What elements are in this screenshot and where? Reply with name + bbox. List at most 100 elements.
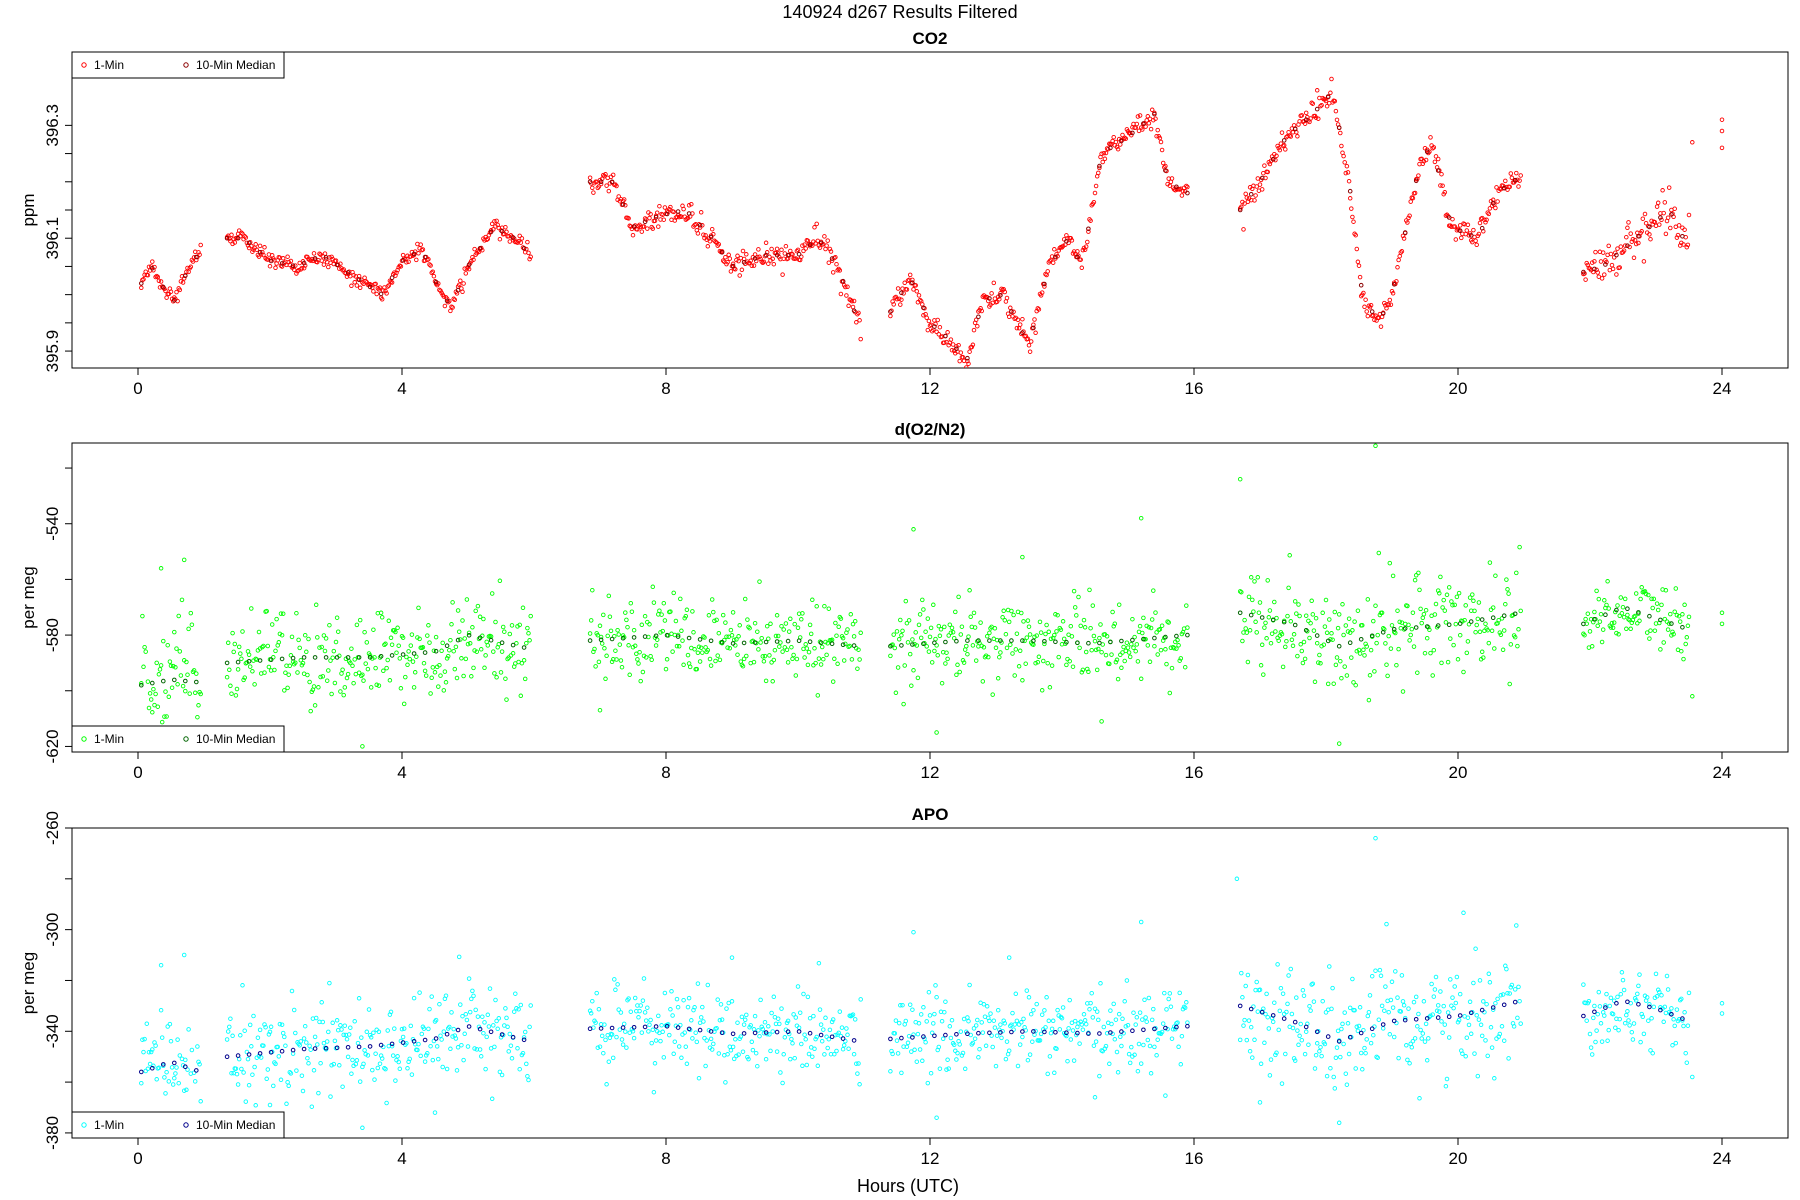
point-1-min <box>469 674 474 679</box>
point-1-min <box>1098 981 1103 986</box>
point-10-min-median <box>1603 262 1608 267</box>
point-1-min <box>329 254 334 260</box>
point-1-min <box>594 179 599 185</box>
point-1-min <box>448 1046 453 1052</box>
point-1-min <box>406 259 411 264</box>
point-1-min <box>417 990 422 995</box>
point-1-min <box>827 1027 833 1033</box>
point-1-min <box>288 1071 294 1076</box>
point-1-min <box>1001 1018 1006 1023</box>
panel-title: APO <box>912 805 949 824</box>
point-10-min-median <box>1457 1013 1463 1018</box>
point-1-min <box>514 641 519 646</box>
point-1-min <box>1606 606 1611 611</box>
point-1-min <box>720 258 726 263</box>
point-10-min-median <box>1020 638 1025 643</box>
point-10-min-median <box>1424 149 1430 154</box>
point-1-min <box>1630 1037 1636 1042</box>
point-1-min <box>1314 640 1320 646</box>
point-1-min <box>1127 130 1133 136</box>
point-10-min-median <box>1468 619 1474 624</box>
point-1-min <box>934 643 939 648</box>
point-1-min <box>1596 596 1602 602</box>
point-1-min <box>1112 1037 1118 1042</box>
point-1-min <box>1098 622 1103 627</box>
point-1-min <box>1365 313 1371 319</box>
point-10-min-median <box>1592 1009 1597 1015</box>
point-1-min <box>526 1077 531 1083</box>
point-1-min <box>948 630 954 635</box>
point-10-min-median <box>345 270 351 275</box>
point-1-min <box>1362 653 1367 658</box>
point-10-min-median <box>1402 626 1408 631</box>
point-1-min <box>609 659 615 665</box>
point-1-min <box>1292 1058 1298 1063</box>
point-1-min <box>465 1044 471 1049</box>
point-1-min <box>648 211 653 217</box>
point-1-min <box>1248 575 1254 580</box>
point-1-min <box>668 204 673 210</box>
point-1-min <box>324 1039 330 1044</box>
point-1-min <box>1454 974 1460 980</box>
point-1-min <box>802 1032 807 1037</box>
point-1-min <box>433 281 439 287</box>
point-1-min <box>852 618 858 624</box>
point-1-min <box>837 1009 843 1014</box>
point-1-min <box>858 336 863 342</box>
point-1-min <box>1068 235 1074 241</box>
point-1-min <box>615 982 620 987</box>
point-1-min <box>1159 623 1165 628</box>
point-1-min <box>370 1067 375 1073</box>
point-1-min <box>428 1043 433 1049</box>
point-1-min <box>366 1007 372 1012</box>
point-1-min <box>1498 992 1504 998</box>
point-1-min <box>181 557 187 563</box>
point-1-min <box>1609 262 1615 268</box>
point-10-min-median <box>268 258 274 264</box>
point-1-min <box>648 1017 653 1023</box>
point-1-min <box>1053 612 1058 617</box>
point-1-min <box>966 1018 971 1024</box>
point-10-min-median <box>378 1042 384 1048</box>
point-1-min <box>1113 659 1119 665</box>
point-1-min <box>898 617 903 623</box>
point-1-min <box>720 612 726 618</box>
point-1-min <box>1171 1024 1177 1029</box>
point-1-min <box>1468 1031 1474 1037</box>
point-1-min <box>145 679 151 684</box>
point-1-min <box>789 644 794 650</box>
point-1-min <box>1441 1003 1446 1009</box>
point-1-min <box>1254 184 1259 189</box>
point-1-min <box>1006 1048 1012 1053</box>
point-1-min <box>504 229 509 235</box>
point-1-min <box>636 1015 641 1020</box>
point-1-min <box>289 988 295 994</box>
point-1-min <box>379 297 385 302</box>
point-1-min <box>233 1066 239 1071</box>
point-1-min <box>780 1080 785 1086</box>
point-1-min <box>480 1014 485 1019</box>
point-10-min-median <box>1303 117 1309 122</box>
point-1-min <box>145 1066 151 1072</box>
point-1-min <box>1289 1011 1295 1017</box>
point-1-min <box>768 621 773 627</box>
point-1-min <box>596 184 602 189</box>
point-1-min <box>337 1063 342 1068</box>
point-1-min <box>1504 577 1509 582</box>
point-1-min <box>1317 652 1322 658</box>
point-1-min <box>1114 1049 1120 1055</box>
point-10-min-median <box>642 219 648 225</box>
point-1-min <box>719 1017 725 1022</box>
point-1-min <box>1662 616 1668 622</box>
point-1-min <box>757 1033 762 1039</box>
point-1-min <box>1001 287 1006 292</box>
point-1-min <box>1428 135 1433 140</box>
point-10-min-median <box>675 209 681 214</box>
point-1-min <box>1376 1017 1382 1022</box>
point-1-min <box>1424 1058 1430 1063</box>
point-1-min <box>1064 662 1069 668</box>
point-1-min <box>442 669 448 674</box>
point-10-min-median <box>686 635 692 641</box>
point-1-min <box>185 672 190 677</box>
point-1-min <box>419 1031 425 1037</box>
